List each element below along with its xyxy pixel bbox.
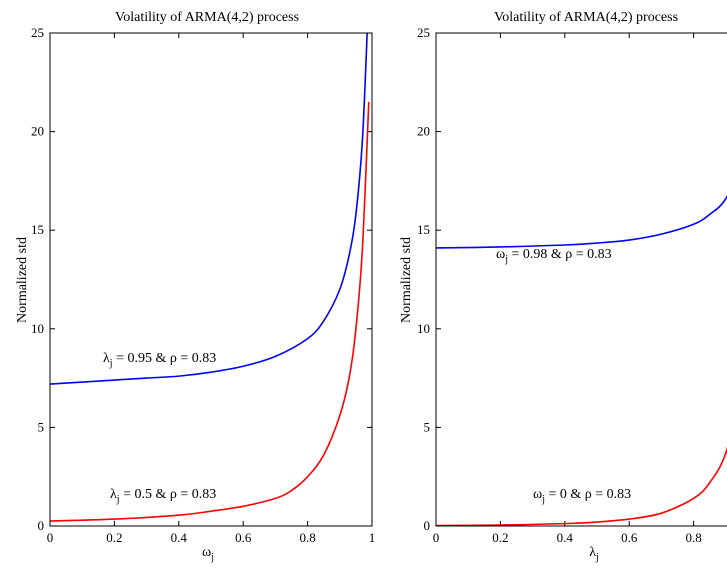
- right-annotation-blue: ωj = 0.98 & ρ = 0.83: [496, 247, 612, 265]
- right-annotation-blue-text: = 0.98 & ρ = 0.83: [508, 247, 612, 262]
- left-x-axis-label: ωj: [202, 545, 214, 563]
- right-y-tick-label: 5: [424, 419, 431, 434]
- left-chart-panel: Volatility of ARMA(4,2) process Normaliz…: [15, 10, 375, 563]
- left-x-axis-label-sub: j: [210, 552, 214, 563]
- right-y-ticks: 0 5 10 15 20 25: [417, 25, 441, 533]
- right-x-tick-label: 0.6: [621, 530, 638, 545]
- left-y-tick-label: 10: [31, 321, 44, 336]
- left-annotation-blue-sub: j: [109, 358, 113, 369]
- left-y-ticks: 0 5 10 15 20 25: [31, 25, 372, 533]
- left-series-line-red: [49, 101, 370, 522]
- right-x-ticks: 0 0.2 0.4 0.6 0.8: [433, 33, 702, 545]
- right-y-axis-label: Normalized std: [399, 237, 414, 323]
- right-chart-panel: Volatility of ARMA(4,2) process Normaliz…: [399, 10, 727, 563]
- right-plot-frame: [435, 32, 727, 527]
- left-annotation-blue-text: = 0.95 & ρ = 0.83: [113, 351, 217, 366]
- left-plot-lines: [49, 32, 370, 522]
- left-plot-frame: [49, 32, 373, 527]
- right-y-tick-label: 0: [424, 518, 431, 533]
- right-chart-title: Volatility of ARMA(4,2) process: [494, 10, 678, 25]
- left-y-tick-label: 25: [31, 25, 44, 40]
- left-y-axis-label: Normalized std: [15, 237, 30, 323]
- right-annotation-red-symbol: ω: [533, 487, 542, 502]
- right-x-tick-label: 0: [433, 530, 440, 545]
- left-y-tick-label: 0: [38, 518, 45, 533]
- left-annotation-red-sub: j: [116, 494, 120, 505]
- left-annotation-red-text: = 0.5 & ρ = 0.83: [120, 487, 217, 502]
- left-x-ticks: 0 0.2 0.4 0.6 0.8 1: [47, 33, 376, 545]
- left-x-tick-label: 1: [369, 530, 376, 545]
- left-annotation-red-symbol: λ: [110, 487, 117, 502]
- left-annotation-blue-symbol: λ: [103, 351, 110, 366]
- right-y-tick-label: 15: [417, 222, 430, 237]
- left-annotation-blue: λj = 0.95 & ρ = 0.83: [103, 351, 216, 369]
- left-series-line-blue: [49, 32, 368, 385]
- right-series-line-blue: [435, 195, 727, 249]
- right-annotation-blue-symbol: ω: [496, 247, 505, 262]
- left-x-tick-label: 0.2: [106, 530, 122, 545]
- right-x-tick-label: 0.2: [492, 530, 508, 545]
- right-y-tick-label: 10: [417, 321, 430, 336]
- right-plot-lines: [435, 195, 727, 527]
- left-y-tick-label: 15: [31, 222, 44, 237]
- right-annotation-red-text: = 0 & ρ = 0.83: [545, 487, 631, 502]
- right-x-tick-label: 0.4: [557, 530, 574, 545]
- left-chart-title: Volatility of ARMA(4,2) process: [115, 10, 299, 25]
- right-x-axis-label-sub: j: [595, 552, 599, 563]
- left-x-tick-label: 0.8: [299, 530, 315, 545]
- left-x-tick-label: 0: [47, 530, 54, 545]
- left-x-tick-label: 0.6: [235, 530, 252, 545]
- left-x-tick-label: 0.4: [171, 530, 188, 545]
- right-annotation-red: ωj = 0 & ρ = 0.83: [533, 487, 631, 505]
- right-x-tick-label: 0.8: [685, 530, 701, 545]
- right-annotation-blue-sub: j: [504, 254, 508, 265]
- right-annotation-red-sub: j: [541, 494, 545, 505]
- right-x-axis-label: λj: [589, 545, 599, 563]
- left-x-axis-label-main: ω: [202, 545, 211, 560]
- right-x-axis-label-main: λ: [589, 545, 596, 560]
- left-annotation-red: λj = 0.5 & ρ = 0.83: [110, 487, 216, 505]
- right-series-line-red: [435, 446, 727, 527]
- left-y-tick-label: 5: [38, 419, 45, 434]
- left-y-tick-label: 20: [31, 124, 44, 139]
- right-y-tick-label: 25: [417, 25, 430, 40]
- right-y-tick-label: 20: [417, 124, 430, 139]
